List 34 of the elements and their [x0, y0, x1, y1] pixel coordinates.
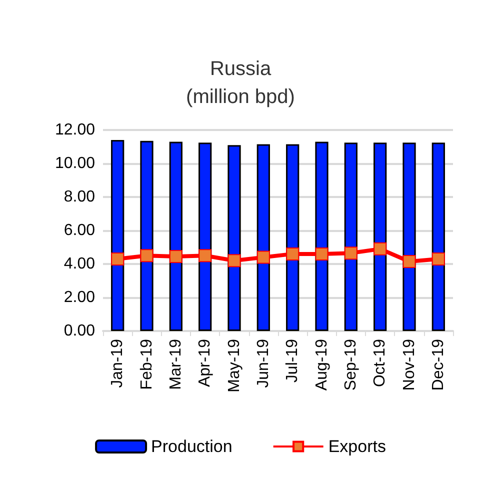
x-tick-label: Sep-19 [342, 338, 360, 391]
point [374, 242, 387, 256]
y-tick-label: 8.00 [64, 188, 96, 206]
y-tick-label: 6.00 [64, 222, 96, 239]
x-tick-label: Apr-19 [196, 338, 214, 388]
y-tick-label: 2.00 [64, 289, 96, 306]
x-tick-label: Jul-19 [284, 338, 302, 383]
point [140, 249, 154, 262]
y-tick-label: 0.00 [64, 322, 96, 340]
x-tick-label: Dec-19 [430, 338, 447, 391]
point [315, 247, 328, 260]
x-tick-label: Aug-19 [313, 338, 330, 391]
x-tick-label: Mar-19 [167, 338, 184, 390]
legend-label: Exports [328, 437, 386, 456]
x-tick-label: May-19 [226, 338, 243, 392]
point [169, 250, 182, 263]
chart-title: Russia (million bpd) [186, 58, 295, 108]
x-tick-label: Nov-19 [400, 338, 418, 391]
y-tick-label: 12.00 [54, 122, 96, 138]
point [256, 250, 270, 264]
x-tick-label: Feb-19 [138, 338, 156, 390]
y-tick-label: 4.00 [64, 256, 96, 272]
y-tick-label: 10.00 [54, 155, 96, 172]
legend-label: Production [151, 437, 232, 456]
point [432, 252, 445, 266]
point [228, 254, 241, 268]
point [198, 249, 212, 262]
point [402, 254, 416, 268]
point [286, 247, 300, 260]
x-tick-label: Oct-19 [372, 338, 389, 388]
x-tick-label: Jun-19 [254, 338, 272, 388]
x-tick-label: Jan-19 [109, 338, 126, 388]
point [344, 246, 358, 260]
point [111, 252, 124, 266]
